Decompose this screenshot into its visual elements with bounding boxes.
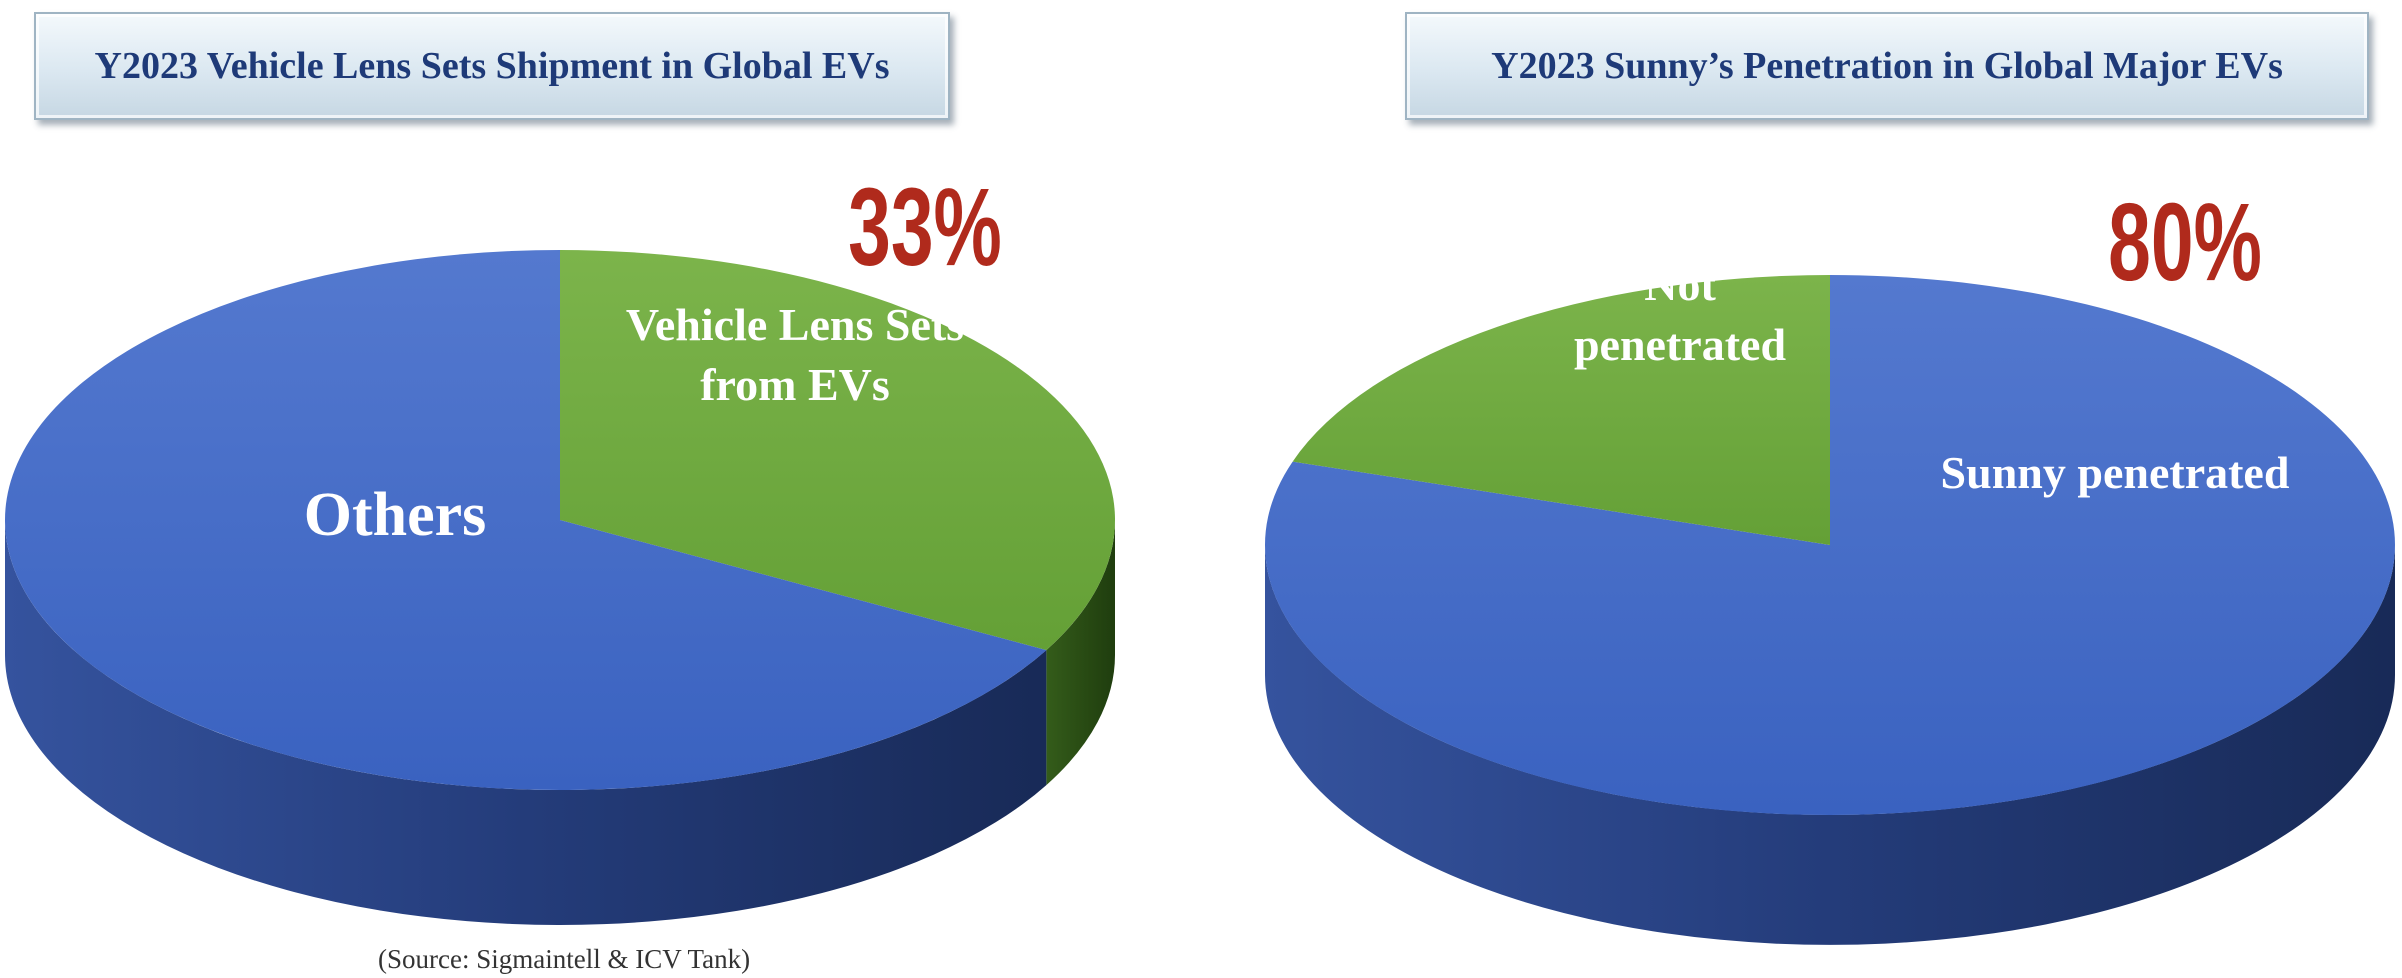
highlight-percentage: 80% <box>2108 181 2262 304</box>
highlight-percentage: 33% <box>848 166 1002 289</box>
chart-title-right: Y2023 Sunny’s Penetration in Global Majo… <box>1405 12 2369 120</box>
pie-slice-vehicle-lens-sets-from-evs <box>560 250 1115 651</box>
pie-chart-left: Vehicle Lens Sets from EVs Others 33% <box>4 166 1115 925</box>
chart-title-left: Y2023 Vehicle Lens Sets Shipment in Glob… <box>34 12 950 120</box>
slice-label: Not penetrated <box>1574 259 1786 370</box>
slice-label: Vehicle Lens Sets from EVs <box>626 299 964 410</box>
slice-label: Sunny penetrated <box>1941 447 2290 498</box>
pie-side-0 <box>1046 520 1115 786</box>
slice-label: Others <box>304 481 487 549</box>
pie-side-1 <box>5 520 1047 925</box>
pie-slice-others <box>4 250 1047 790</box>
source-note: (Source: Sigmaintell & ICV Tank) <box>378 944 751 974</box>
pie-slice-sunny-penetrated <box>1264 275 2395 815</box>
pie-chart-right: Sunny penetrated Not penetrated 80% <box>1264 181 2395 945</box>
pie-slice-not-penetrated <box>1292 275 1830 545</box>
pie-side-0 <box>1265 545 2395 945</box>
